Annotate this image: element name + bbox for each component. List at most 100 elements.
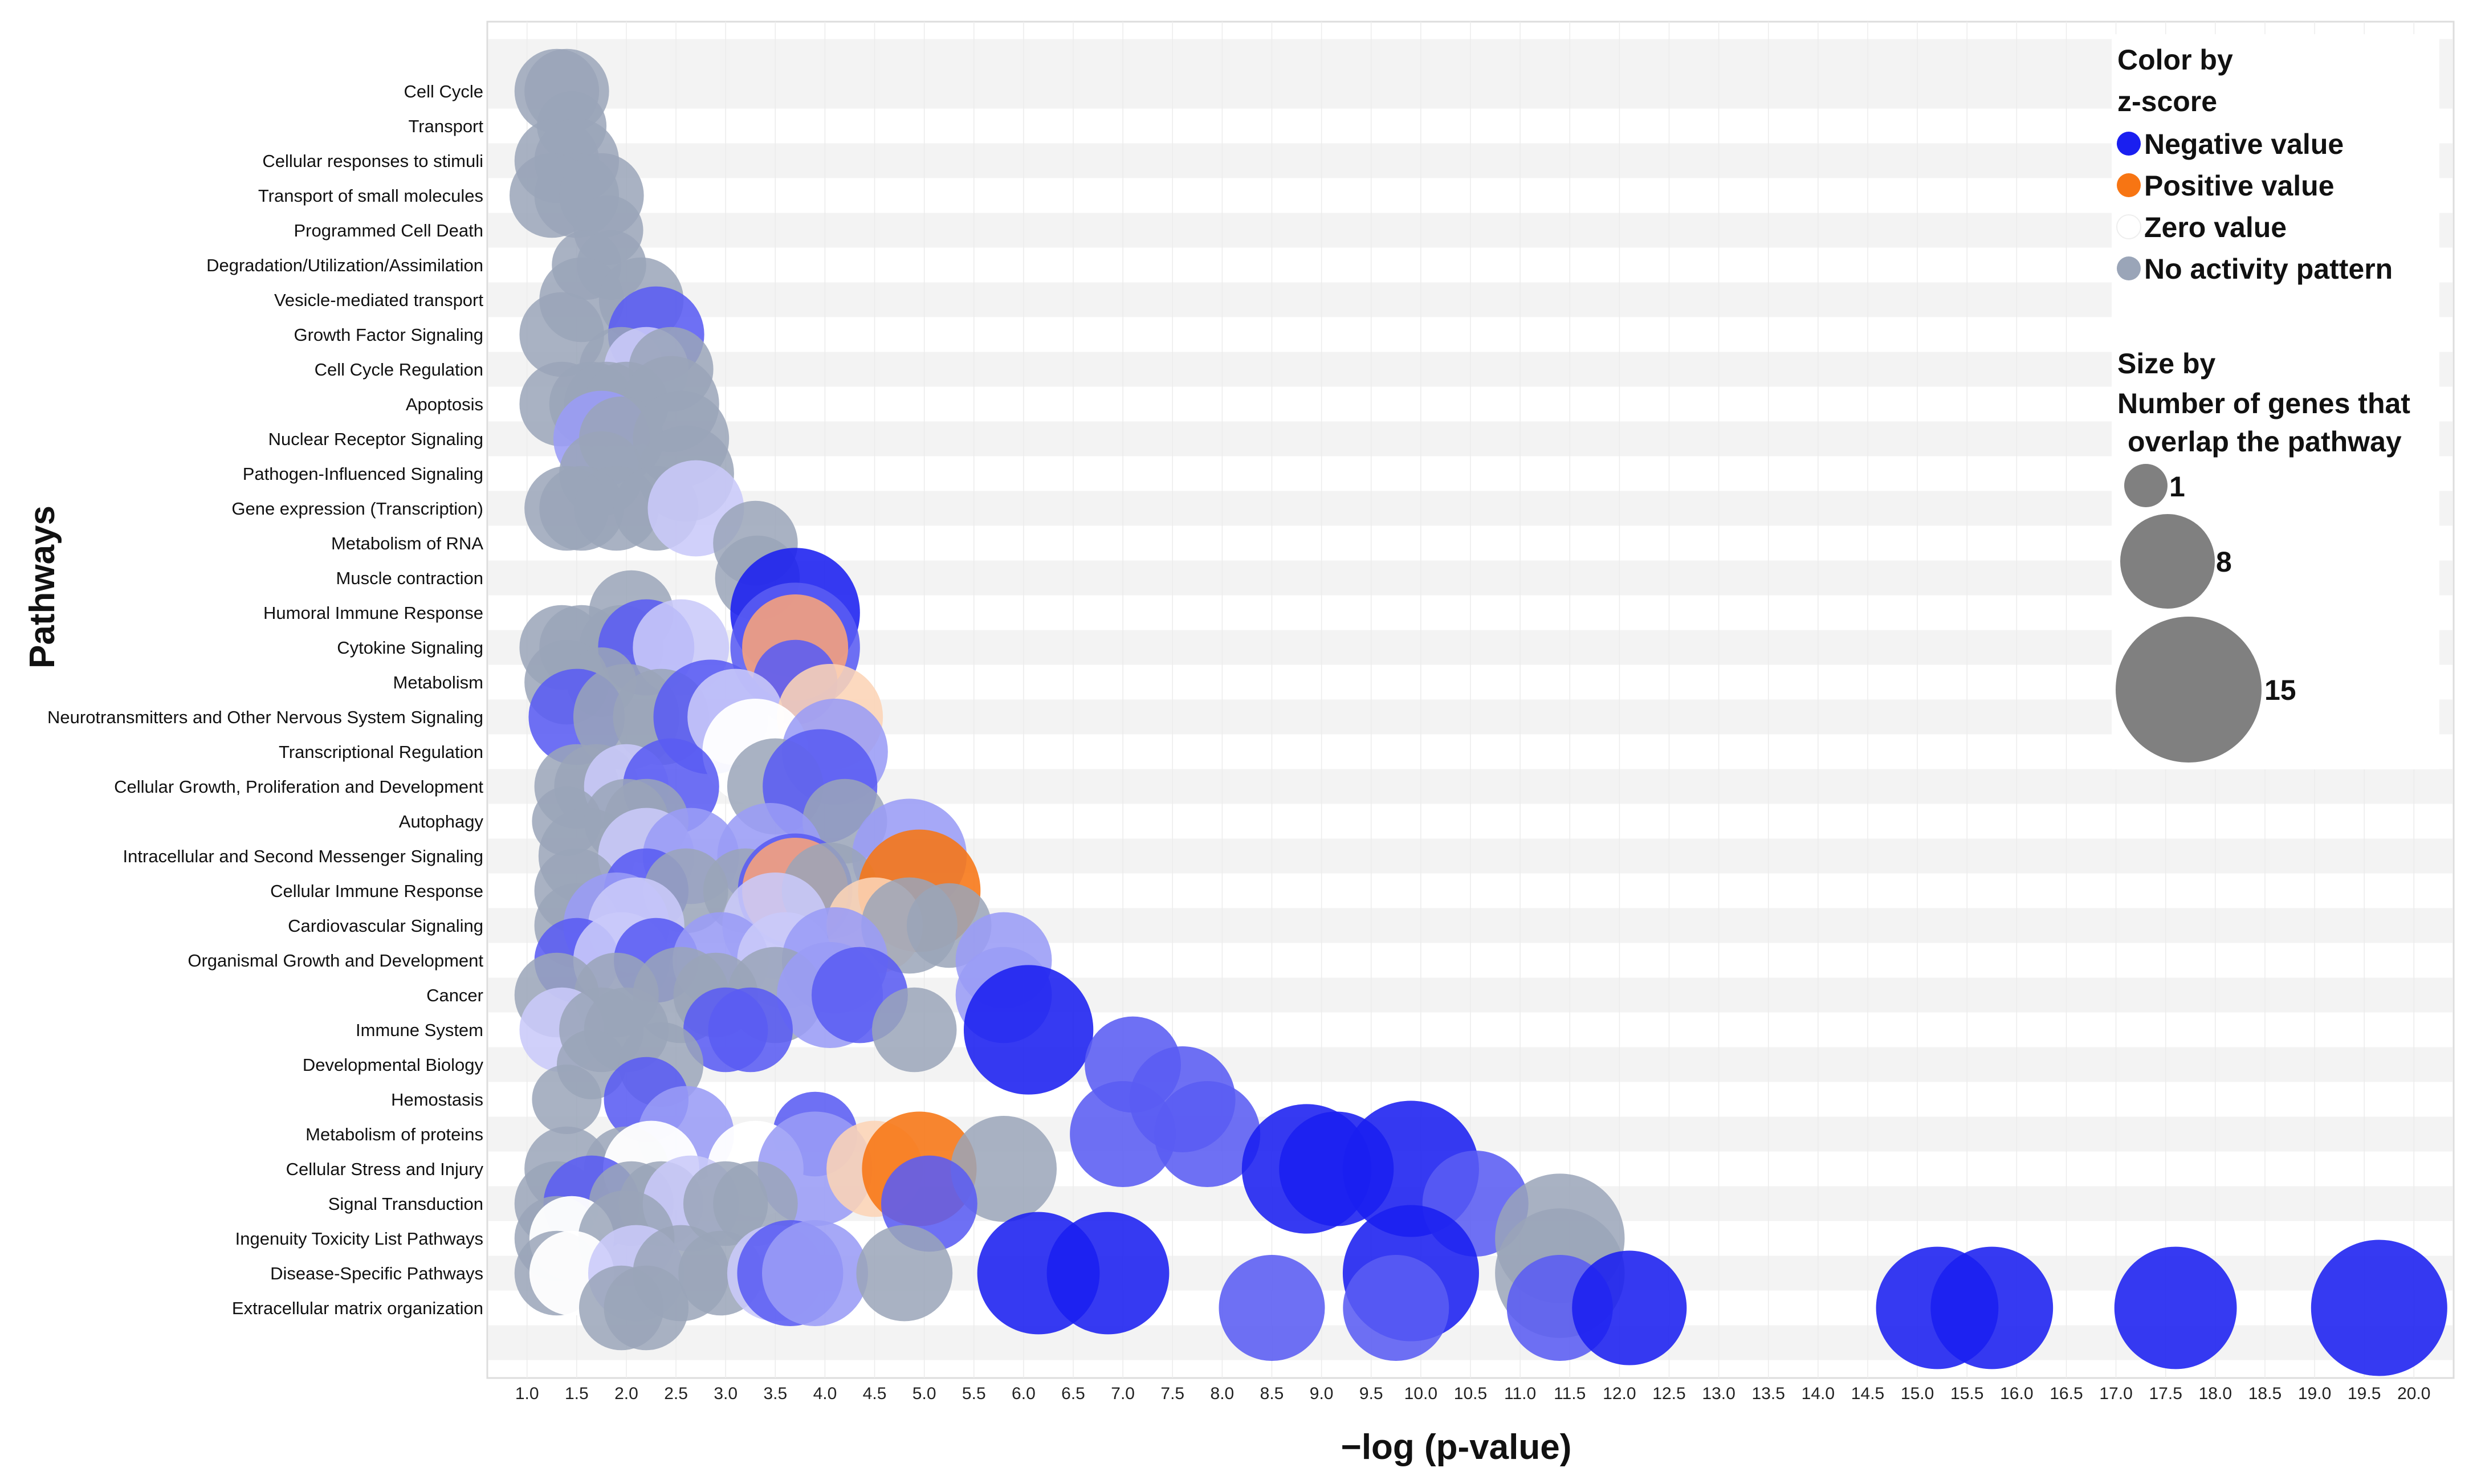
row-label: Cellular responses to stimuli [262,151,483,171]
row-label: Growth Factor Signaling [294,325,483,345]
x-tick-label: 16.5 [2050,1384,2083,1403]
legend-size-label-1: 1 [2169,471,2185,503]
row-label: Cellular Growth, Proliferation and Devel… [114,777,483,797]
x-tick-label: 1.0 [515,1384,539,1403]
row-label: Disease-Specific Pathways [270,1263,483,1283]
x-tick-label: 9.5 [1359,1384,1383,1403]
x-tick-label: 6.0 [1012,1384,1036,1403]
row-label: Metabolism of RNA [331,533,483,553]
x-tick-label: 4.0 [813,1384,837,1403]
row-label: Cellular Stress and Injury [286,1159,484,1179]
legend-size-circle-15 [2116,617,2262,763]
x-tick-label: 13.0 [1702,1384,1735,1403]
x-tick-label: 8.0 [1211,1384,1235,1403]
x-tick-label: 11.0 [1504,1384,1536,1403]
row-label: Signal Transduction [328,1194,483,1214]
row-label: Transport of small molecules [258,186,483,206]
x-tick-label: 16.0 [2000,1384,2033,1403]
x-tick-label: 10.5 [1454,1384,1487,1403]
bubble-point [1070,1081,1176,1187]
x-tick-label: 7.5 [1160,1384,1184,1403]
legend-label-zero: Zero value [2144,211,2287,243]
legend-swatch-zero [2116,214,2141,239]
y-axis-title: Pathways [23,505,62,668]
x-axis-title: −log (p-value) [1341,1428,1572,1467]
x-tick-label: 20.0 [2397,1384,2430,1403]
legend-size-label-15: 15 [2264,674,2296,706]
row-label: Pathogen-Influenced Signaling [243,464,483,484]
row-label: Ingenuity Toxicity List Pathways [235,1229,483,1249]
bubble-point [1930,1246,2054,1369]
row-label: Humoral Immune Response [263,603,483,623]
legend-size-circle-8 [2120,514,2215,609]
legend: Color by z-score Negative value Positive… [2112,34,2439,769]
x-tick-label: 18.0 [2199,1384,2232,1403]
row-label: Organismal Growth and Development [188,951,483,971]
bubble-point [1046,1212,1170,1335]
x-tick-label: 2.5 [664,1384,688,1403]
row-label: Intracellular and Second Messenger Signa… [123,846,483,866]
x-tick-label: 12.0 [1603,1384,1636,1403]
x-tick-label: 17.5 [2149,1384,2182,1403]
row-label: Developmental Biology [303,1055,484,1075]
legend-swatch-no-activity [2117,256,2141,280]
x-tick-label: 3.5 [763,1384,787,1403]
legend-size-circle-1 [2124,464,2168,507]
row-label: Cytokine Signaling [337,638,483,658]
x-tick-label: 14.0 [1802,1384,1835,1403]
x-tick-label: 10.0 [1404,1384,1437,1403]
legend-color-title-2: z-score [2117,85,2217,117]
x-tick-label: 12.5 [1652,1384,1685,1403]
bubble-point [1154,1081,1261,1187]
row-label: Cancer [426,985,483,1005]
x-tick-label: 7.0 [1111,1384,1135,1403]
legend-label-negative: Negative value [2144,128,2344,160]
row-label: Immune System [356,1020,483,1040]
row-label: Cardiovascular Signaling [288,916,483,936]
legend-swatch-positive [2117,173,2141,197]
row-label: Muscle contraction [336,568,483,588]
bubble-point [708,987,793,1073]
x-tick-label: 2.0 [614,1384,638,1403]
row-label: Cellular Immune Response [270,881,483,901]
row-label: Hemostasis [391,1090,483,1110]
legend-size-label-8: 8 [2216,546,2232,578]
row-label: Programmed Cell Death [294,221,483,240]
bubble-point [1219,1255,1325,1361]
x-tick-label: 11.5 [1554,1384,1586,1403]
row-label: Extracellular matrix organization [232,1298,483,1318]
row-label: Autophagy [399,812,484,831]
legend-size-title-2: Number of genes that [2117,388,2410,419]
x-tick-label: 4.5 [863,1384,887,1403]
bubble-series [510,48,2447,1376]
x-tick-label: 6.5 [1061,1384,1085,1403]
legend-swatch-negative [2117,132,2141,156]
legend-label-no-activity: No activity pattern [2144,253,2393,285]
x-tick-label: 19.5 [2348,1384,2381,1403]
x-tick-label: 5.0 [912,1384,936,1403]
row-label: Metabolism [393,672,484,692]
row-label: Cell Cycle Regulation [315,360,483,380]
bubble-point [1572,1250,1687,1365]
bubble-point [604,1265,689,1351]
row-label: Transport [408,116,483,136]
bubble-point [2114,1246,2237,1369]
row-label: Gene expression (Transcription) [231,499,483,519]
x-tick-label: 18.5 [2248,1384,2282,1403]
x-tick-label: 1.5 [565,1384,589,1403]
x-tick-label: 15.5 [1950,1384,1983,1403]
legend-size-title-1: Size by [2117,348,2215,380]
legend-label-positive: Positive value [2144,170,2335,202]
bubble-point [532,1065,602,1134]
x-tick-label: 8.5 [1260,1384,1284,1403]
row-label: Apoptosis [406,394,483,414]
bubble-point [951,1116,1057,1222]
row-label: Vesicle-mediated transport [274,290,483,310]
x-tick-label: 3.0 [714,1384,738,1403]
bubble-point [1343,1255,1449,1361]
row-label: Cell Cycle [404,81,483,101]
bubble-point [963,965,1094,1095]
x-tick-label: 17.0 [2099,1384,2132,1403]
row-label: Neurotransmitters and Other Nervous Syst… [47,707,483,727]
